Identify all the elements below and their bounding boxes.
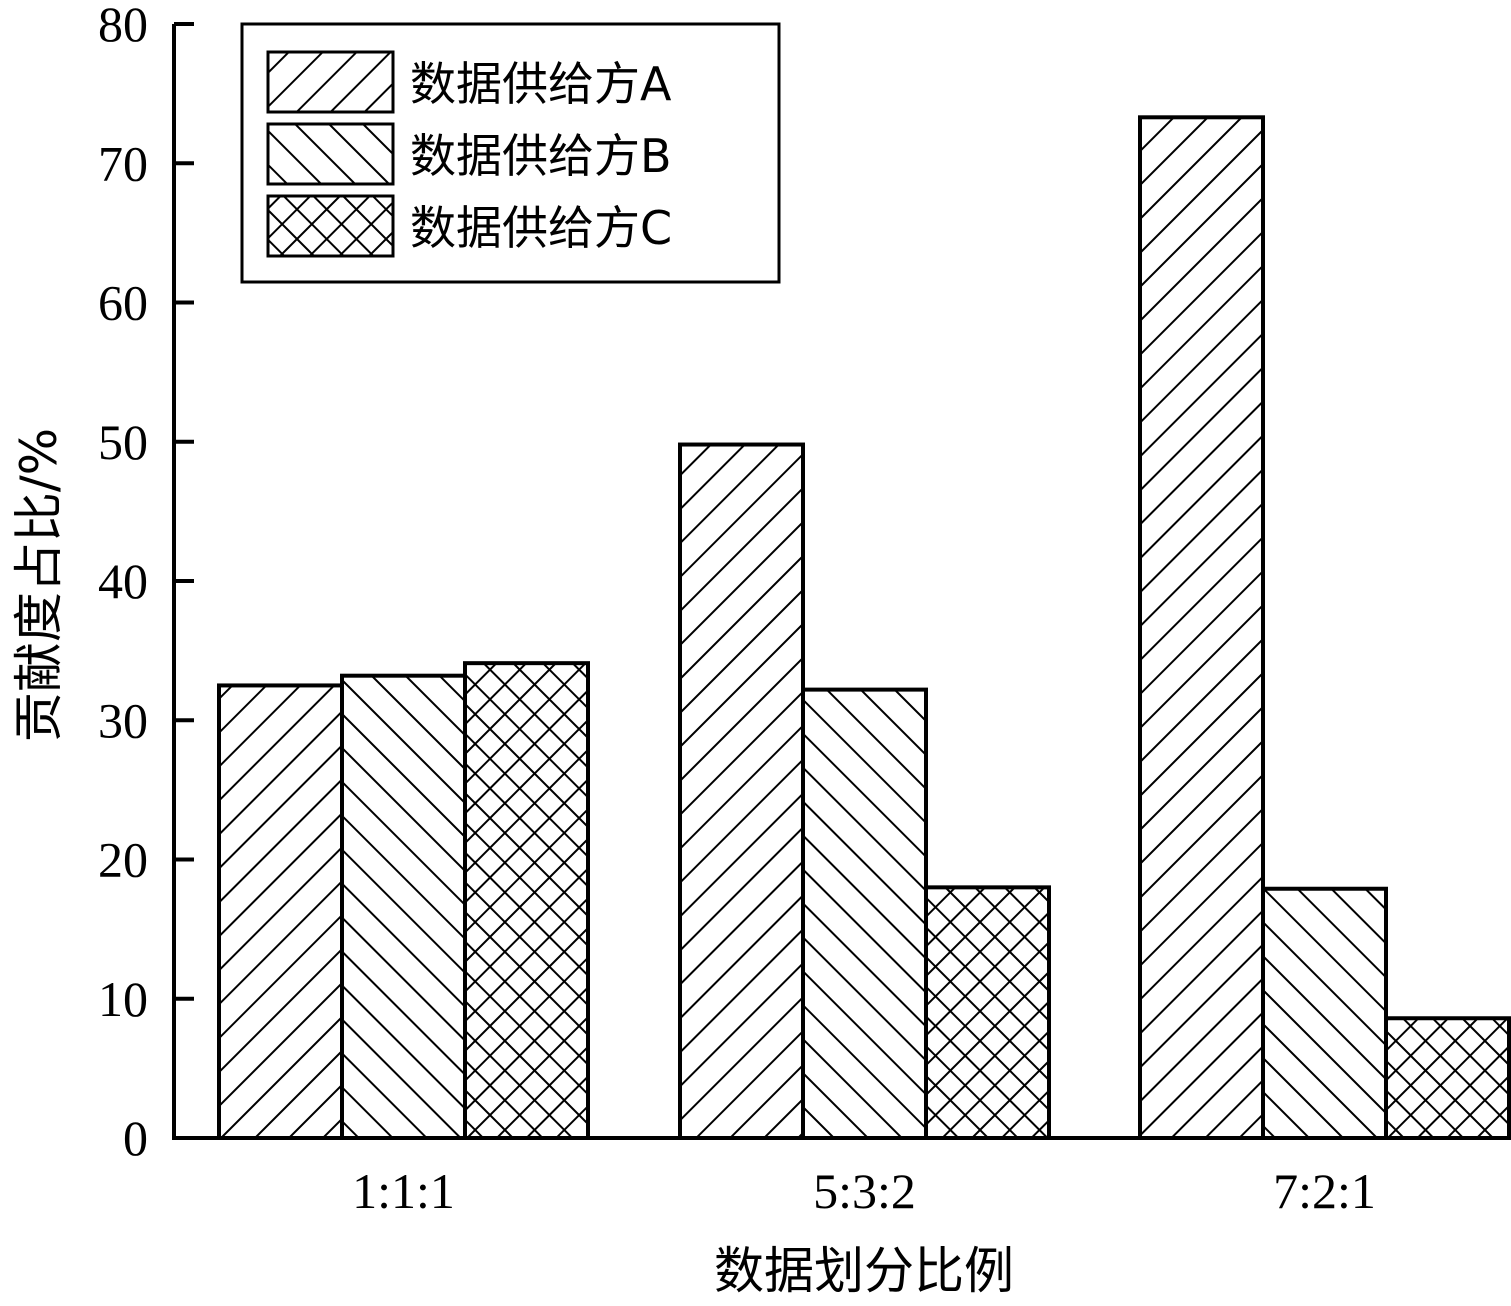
y-axis-title: 贡献度占比/% [10, 428, 68, 742]
x-axis-title: 数据划分比例 [714, 1242, 1014, 1300]
y-tick-label: 20 [98, 832, 148, 888]
y-tick-label: 10 [98, 971, 148, 1027]
legend-swatch-c [266, 194, 395, 258]
legend-item-c: 数据供给方C [266, 194, 672, 258]
legend-label-a: 数据供给方A [410, 57, 672, 111]
y-tick-label: 40 [98, 553, 148, 609]
y-tick-label: 50 [98, 414, 148, 470]
bar-a-0 [217, 683, 344, 1140]
bar-a-1 [678, 442, 805, 1141]
legend-label-c: 数据供给方C [410, 201, 672, 255]
x-tick-label: 5:3:2 [813, 1163, 916, 1219]
y-tick-label: 0 [123, 1110, 148, 1166]
bar-c-0 [463, 661, 590, 1140]
legend-item-a: 数据供给方A [266, 50, 672, 114]
legend-swatch-b [266, 122, 395, 186]
legend: 数据供给方A 数据供给方B 数据供给方C [240, 22, 781, 284]
x-tick-label: 1:1:1 [352, 1163, 455, 1219]
bar-b-2 [1261, 886, 1388, 1140]
y-tick-label: 30 [98, 692, 148, 748]
y-tick-label: 60 [98, 275, 148, 331]
x-tick-label: 7:2:1 [1273, 1163, 1376, 1219]
bar-c-2 [1384, 1016, 1511, 1140]
y-ticks: 0 10 20 30 40 50 60 70 80 [98, 0, 194, 1166]
legend-swatch-a [266, 50, 395, 114]
y-tick-label: 70 [98, 135, 148, 191]
bar-a-2 [1138, 115, 1265, 1141]
x-ticks: 1:1:1 5:3:2 7:2:1 [352, 1163, 1376, 1219]
bar-b-0 [340, 673, 467, 1140]
bar-b-1 [801, 687, 928, 1140]
legend-label-b: 数据供给方B [410, 129, 672, 183]
bars [217, 115, 1511, 1141]
legend-item-b: 数据供给方B [266, 122, 672, 186]
y-tick-label: 80 [98, 0, 148, 52]
bar-c-1 [924, 885, 1051, 1140]
